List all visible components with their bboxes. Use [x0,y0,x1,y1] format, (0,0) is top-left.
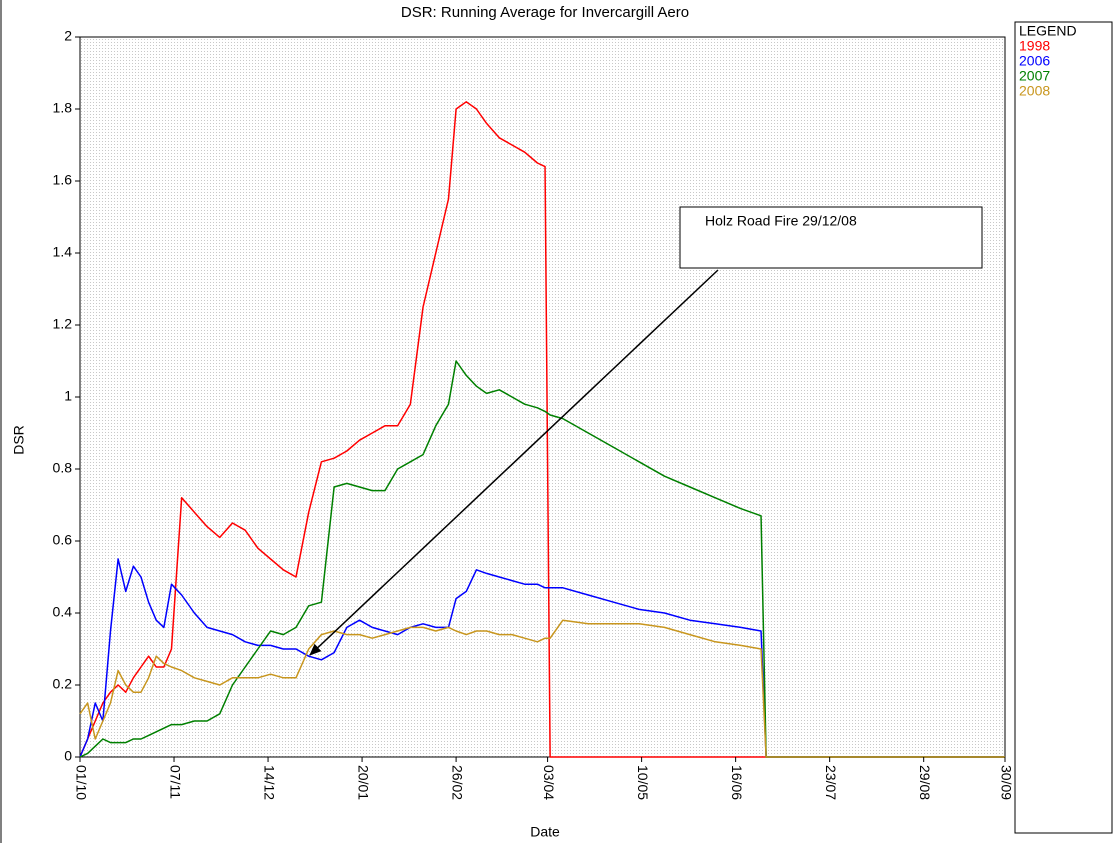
x-tick-label: 03/04 [541,765,557,800]
y-tick-label: 0.8 [53,460,73,476]
y-tick-label: 1.6 [53,172,73,188]
chart-title: DSR: Running Average for Invercargill Ae… [401,4,689,21]
x-axis-label: Date [530,824,560,840]
legend-entry: 2008 [1019,83,1050,99]
x-tick-label: 29/08 [917,765,933,800]
plot [79,101,1005,758]
legend-entry: 2006 [1019,53,1050,69]
annotation-arrow [309,269,719,656]
y-tick-label: 2 [64,28,72,44]
legend-title: LEGEND [1019,23,1077,39]
x-tick-label: 16/06 [729,765,745,800]
y-tick-label: 1.8 [53,100,73,116]
legend-entry: 2007 [1019,68,1050,84]
x-tick-label: 26/02 [449,765,465,800]
x-tick-label: 01/10 [73,765,89,800]
x-tick-label: 23/07 [823,765,839,800]
series-line [79,619,1005,758]
x-tick-label: 10/05 [635,765,651,800]
legend-entry: 1998 [1019,38,1050,54]
y-tick-label: 0.4 [53,604,73,620]
series-line [79,558,1005,758]
y-tick-label: 1 [64,388,72,404]
plot-area [79,36,1006,758]
x-tick-label: 30/09 [998,765,1014,800]
x-tick-label: 07/11 [167,765,183,799]
y-axis-label: DSR [11,425,27,455]
y-tick-label: 1.2 [53,316,73,332]
series-line [79,360,1005,758]
y-tick-label: 1.4 [53,244,73,260]
y-tick-label: 0.6 [53,532,73,548]
x-tick-label: 14/12 [261,765,277,800]
y-tick-label: 0.2 [53,676,73,692]
y-tick-label: 0 [64,748,72,764]
legend [1014,21,1113,834]
annotation-box [679,206,983,269]
annotation-text: Holz Road Fire 29/12/08 [705,213,857,229]
x-tick-label: 20/01 [355,765,371,800]
